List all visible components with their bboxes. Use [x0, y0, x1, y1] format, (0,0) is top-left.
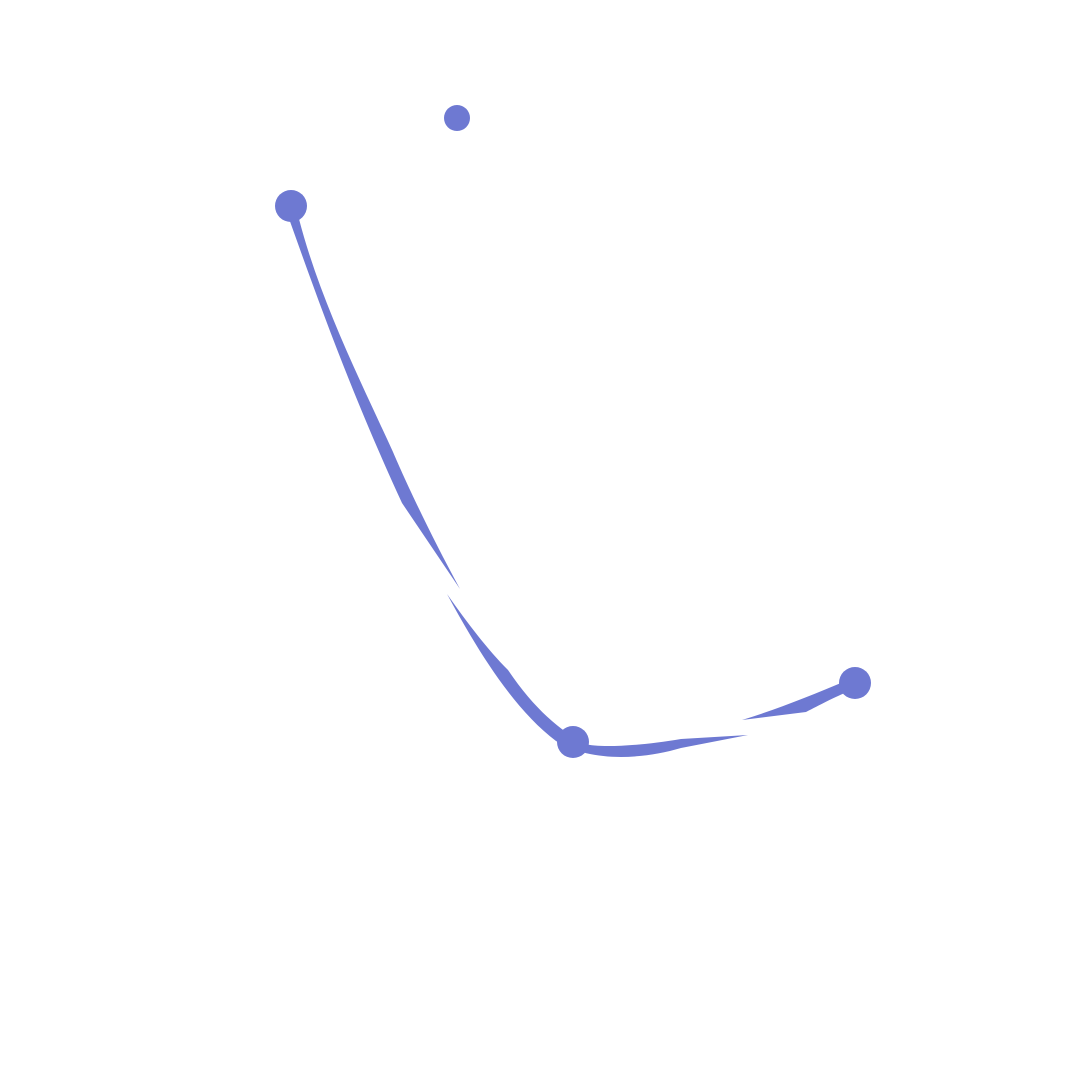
- stroke-segment-middle: [447, 594, 748, 757]
- point-end: [839, 667, 871, 699]
- stroke-segment-lower: [742, 680, 852, 720]
- point-start: [275, 190, 307, 222]
- stroke-segment-upper: [287, 213, 460, 589]
- point-minimum: [557, 726, 589, 758]
- point-isolated: [444, 105, 470, 131]
